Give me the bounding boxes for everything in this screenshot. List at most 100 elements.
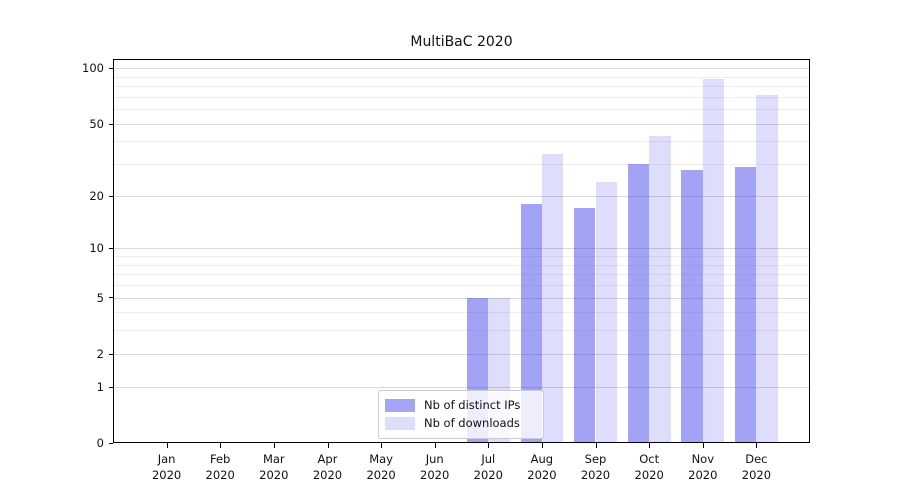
legend-item: Nb of downloads [385, 417, 537, 430]
bar-downloads-nov [702, 78, 725, 443]
bar-downloads-sep [595, 181, 617, 443]
x-tick-label-line: 2020 [151, 468, 182, 482]
bar-distinct-ips-oct [627, 164, 650, 443]
x-tick-label: Apr 2020 [300, 451, 356, 483]
x-tick-label-line: 2020 [741, 468, 772, 482]
x-tick-mark [488, 443, 490, 448]
y-tick-mark [109, 68, 113, 69]
x-tick-label-line: 2020 [366, 468, 396, 482]
x-tick-mark [381, 443, 383, 448]
x-tick-label: Oct 2020 [621, 451, 677, 483]
y-gridline-major [114, 386, 809, 388]
y-tick-label: 2 [96, 346, 104, 361]
x-tick-label-line: 2020 [473, 468, 503, 482]
x-tick-label-line: 2020 [420, 468, 450, 482]
x-tick-mark [541, 443, 543, 448]
y-tick-mark [109, 387, 113, 388]
x-tick-label-line: Dec [745, 452, 768, 466]
x-tick-mark [702, 443, 704, 448]
y-tick-mark [109, 297, 113, 298]
x-tick-mark [327, 443, 329, 448]
y-tick-label: 100 [82, 61, 104, 76]
legend-item: Nb of distinct IPs [385, 399, 537, 412]
x-tick-label-line: Feb [210, 452, 231, 466]
y-gridline-minor [114, 141, 809, 143]
x-tick-mark [595, 443, 597, 448]
x-tick-label: May 2020 [353, 451, 409, 483]
x-tick-label-line: Sep [584, 452, 607, 466]
x-tick-label-line: 2020 [259, 468, 289, 482]
x-tick-label: Feb 2020 [192, 451, 248, 483]
x-tick-mark [649, 443, 651, 448]
legend-label: Nb of distinct IPs [424, 398, 521, 412]
x-tick-mark [166, 443, 168, 448]
y-gridline-minor [114, 109, 809, 111]
y-gridline-major [114, 248, 809, 250]
x-tick-label: Sep 2020 [568, 451, 624, 483]
y-tick-label: 1 [96, 379, 104, 394]
y-gridline-minor [114, 76, 809, 78]
x-tick-label-line: 2020 [527, 468, 557, 482]
y-gridline-minor [114, 164, 809, 166]
bar-distinct-ips-nov [681, 169, 703, 443]
y-gridline-minor [114, 96, 809, 98]
y-tick-label: 20 [89, 188, 104, 203]
y-gridline-major [114, 68, 809, 70]
x-tick-label: Jan 2020 [139, 451, 195, 483]
x-tick-label: Jul 2020 [460, 451, 516, 483]
x-tick-mark [273, 443, 275, 448]
x-tick-label-line: 2020 [312, 468, 343, 482]
x-tick-label: Jun 2020 [407, 451, 463, 483]
x-tick-label: Mar 2020 [246, 451, 302, 483]
y-tick-label: 0 [96, 436, 104, 450]
x-tick-label-line: Mar [262, 452, 285, 466]
legend-label: Nb of downloads [424, 416, 520, 430]
legend-swatch-distinct-ips [385, 399, 415, 412]
bar-distinct-ips-aug [520, 203, 542, 443]
y-tick-label: 10 [89, 241, 104, 256]
x-tick-label-line: May [369, 452, 393, 466]
x-tick-label-line: 2020 [688, 468, 718, 482]
x-tick-label-line: Jul [481, 452, 496, 466]
x-tick-label-line: Oct [639, 452, 660, 466]
x-tick-label-line: Jun [425, 452, 444, 466]
y-gridline-minor [114, 330, 809, 332]
y-gridline-major [114, 123, 809, 125]
y-tick-label: 50 [89, 116, 104, 131]
y-tick-mark [109, 443, 113, 444]
x-tick-label-line: Apr [317, 452, 338, 466]
x-tick-label: Nov 2020 [675, 451, 731, 483]
x-tick-mark [756, 443, 758, 448]
bar-downloads-dec [756, 94, 778, 443]
y-tick-mark [109, 248, 113, 249]
legend-swatch-downloads [385, 417, 415, 430]
legend: Nb of distinct IPs Nb of downloads [378, 390, 544, 439]
bar-distinct-ips-dec [734, 166, 757, 443]
y-tick-mark [109, 124, 113, 125]
x-tick-mark [220, 443, 222, 448]
y-gridline-minor [114, 86, 809, 88]
y-gridline-major [114, 195, 809, 197]
x-tick-label-line: 2020 [580, 468, 611, 482]
bar-downloads-aug [541, 154, 564, 443]
y-gridline-minor [114, 285, 809, 286]
x-tick-label: Dec 2020 [728, 451, 784, 483]
y-gridline-minor [114, 274, 809, 276]
x-tick-label: Aug 2020 [514, 451, 570, 483]
y-tick-label: 5 [96, 290, 104, 305]
y-gridline-minor [114, 312, 809, 314]
y-tick-mark [109, 354, 113, 355]
x-tick-mark [434, 443, 436, 448]
x-tick-label-line: Aug [530, 452, 554, 466]
y-tick-mark [109, 196, 113, 197]
y-gridline-major [114, 353, 809, 355]
x-tick-label-line: 2020 [634, 468, 664, 482]
y-gridline-minor [114, 256, 809, 257]
bar-distinct-ips-sep [574, 208, 596, 443]
y-gridline-minor [114, 264, 809, 266]
x-tick-label-line: Jan [157, 452, 176, 466]
x-tick-label-line: Nov [691, 452, 715, 466]
chart-title: MultiBaC 2020 [410, 34, 513, 50]
bar-downloads-oct [649, 135, 671, 443]
